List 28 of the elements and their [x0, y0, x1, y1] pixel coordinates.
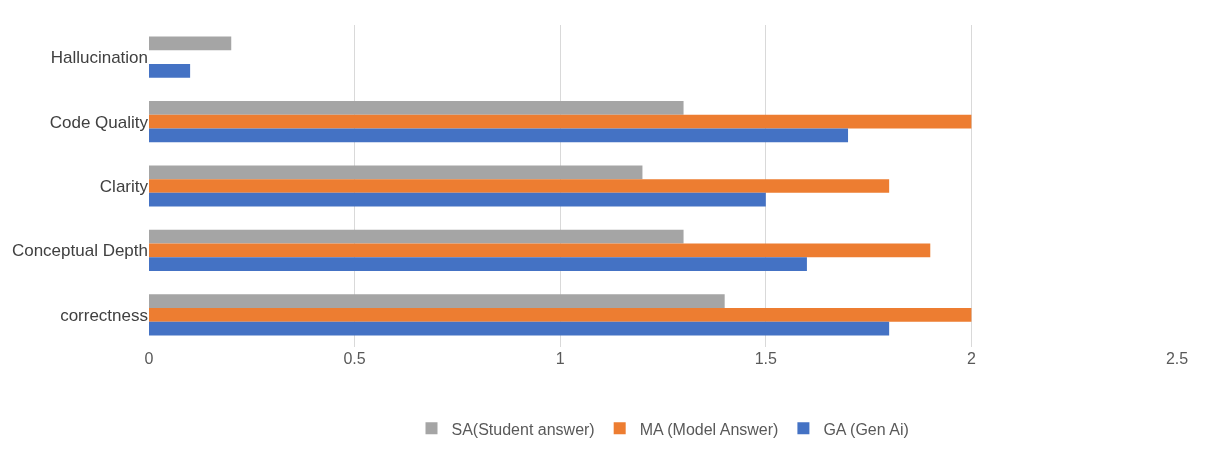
- y-tick-label: Clarity: [99, 176, 149, 196]
- bar: [149, 114, 972, 129]
- x-tick-label: 1: [555, 350, 565, 367]
- bar: [149, 321, 890, 336]
- legend-label: GA (Gen Ai): [823, 420, 909, 438]
- bar: [149, 294, 725, 308]
- bar: [149, 165, 643, 180]
- y-tick-label: Conceptual Depth: [11, 241, 148, 261]
- bar: [149, 36, 232, 51]
- bar: [149, 179, 890, 193]
- bar: [149, 128, 849, 143]
- legend-label: SA(Student answer): [451, 420, 595, 438]
- bar: [149, 307, 972, 322]
- bar: [149, 192, 766, 207]
- bar: [149, 100, 684, 115]
- y-tick-label: Code Quality: [49, 112, 149, 132]
- x-tick-label: 2: [966, 350, 976, 367]
- y-tick-label: Hallucination: [50, 48, 148, 68]
- bar: [149, 64, 191, 78]
- x-tick-label: 0: [144, 350, 154, 367]
- bar: [149, 243, 931, 258]
- x-tick-label: 1.5: [754, 350, 778, 367]
- x-tick-label: 2.5: [1165, 350, 1189, 367]
- bar: [149, 229, 684, 244]
- y-tick-label: correctness: [60, 305, 148, 325]
- bar: [149, 257, 807, 272]
- x-tick-label: 0.5: [343, 350, 366, 367]
- legend-label: MA (Model Answer): [639, 420, 779, 438]
